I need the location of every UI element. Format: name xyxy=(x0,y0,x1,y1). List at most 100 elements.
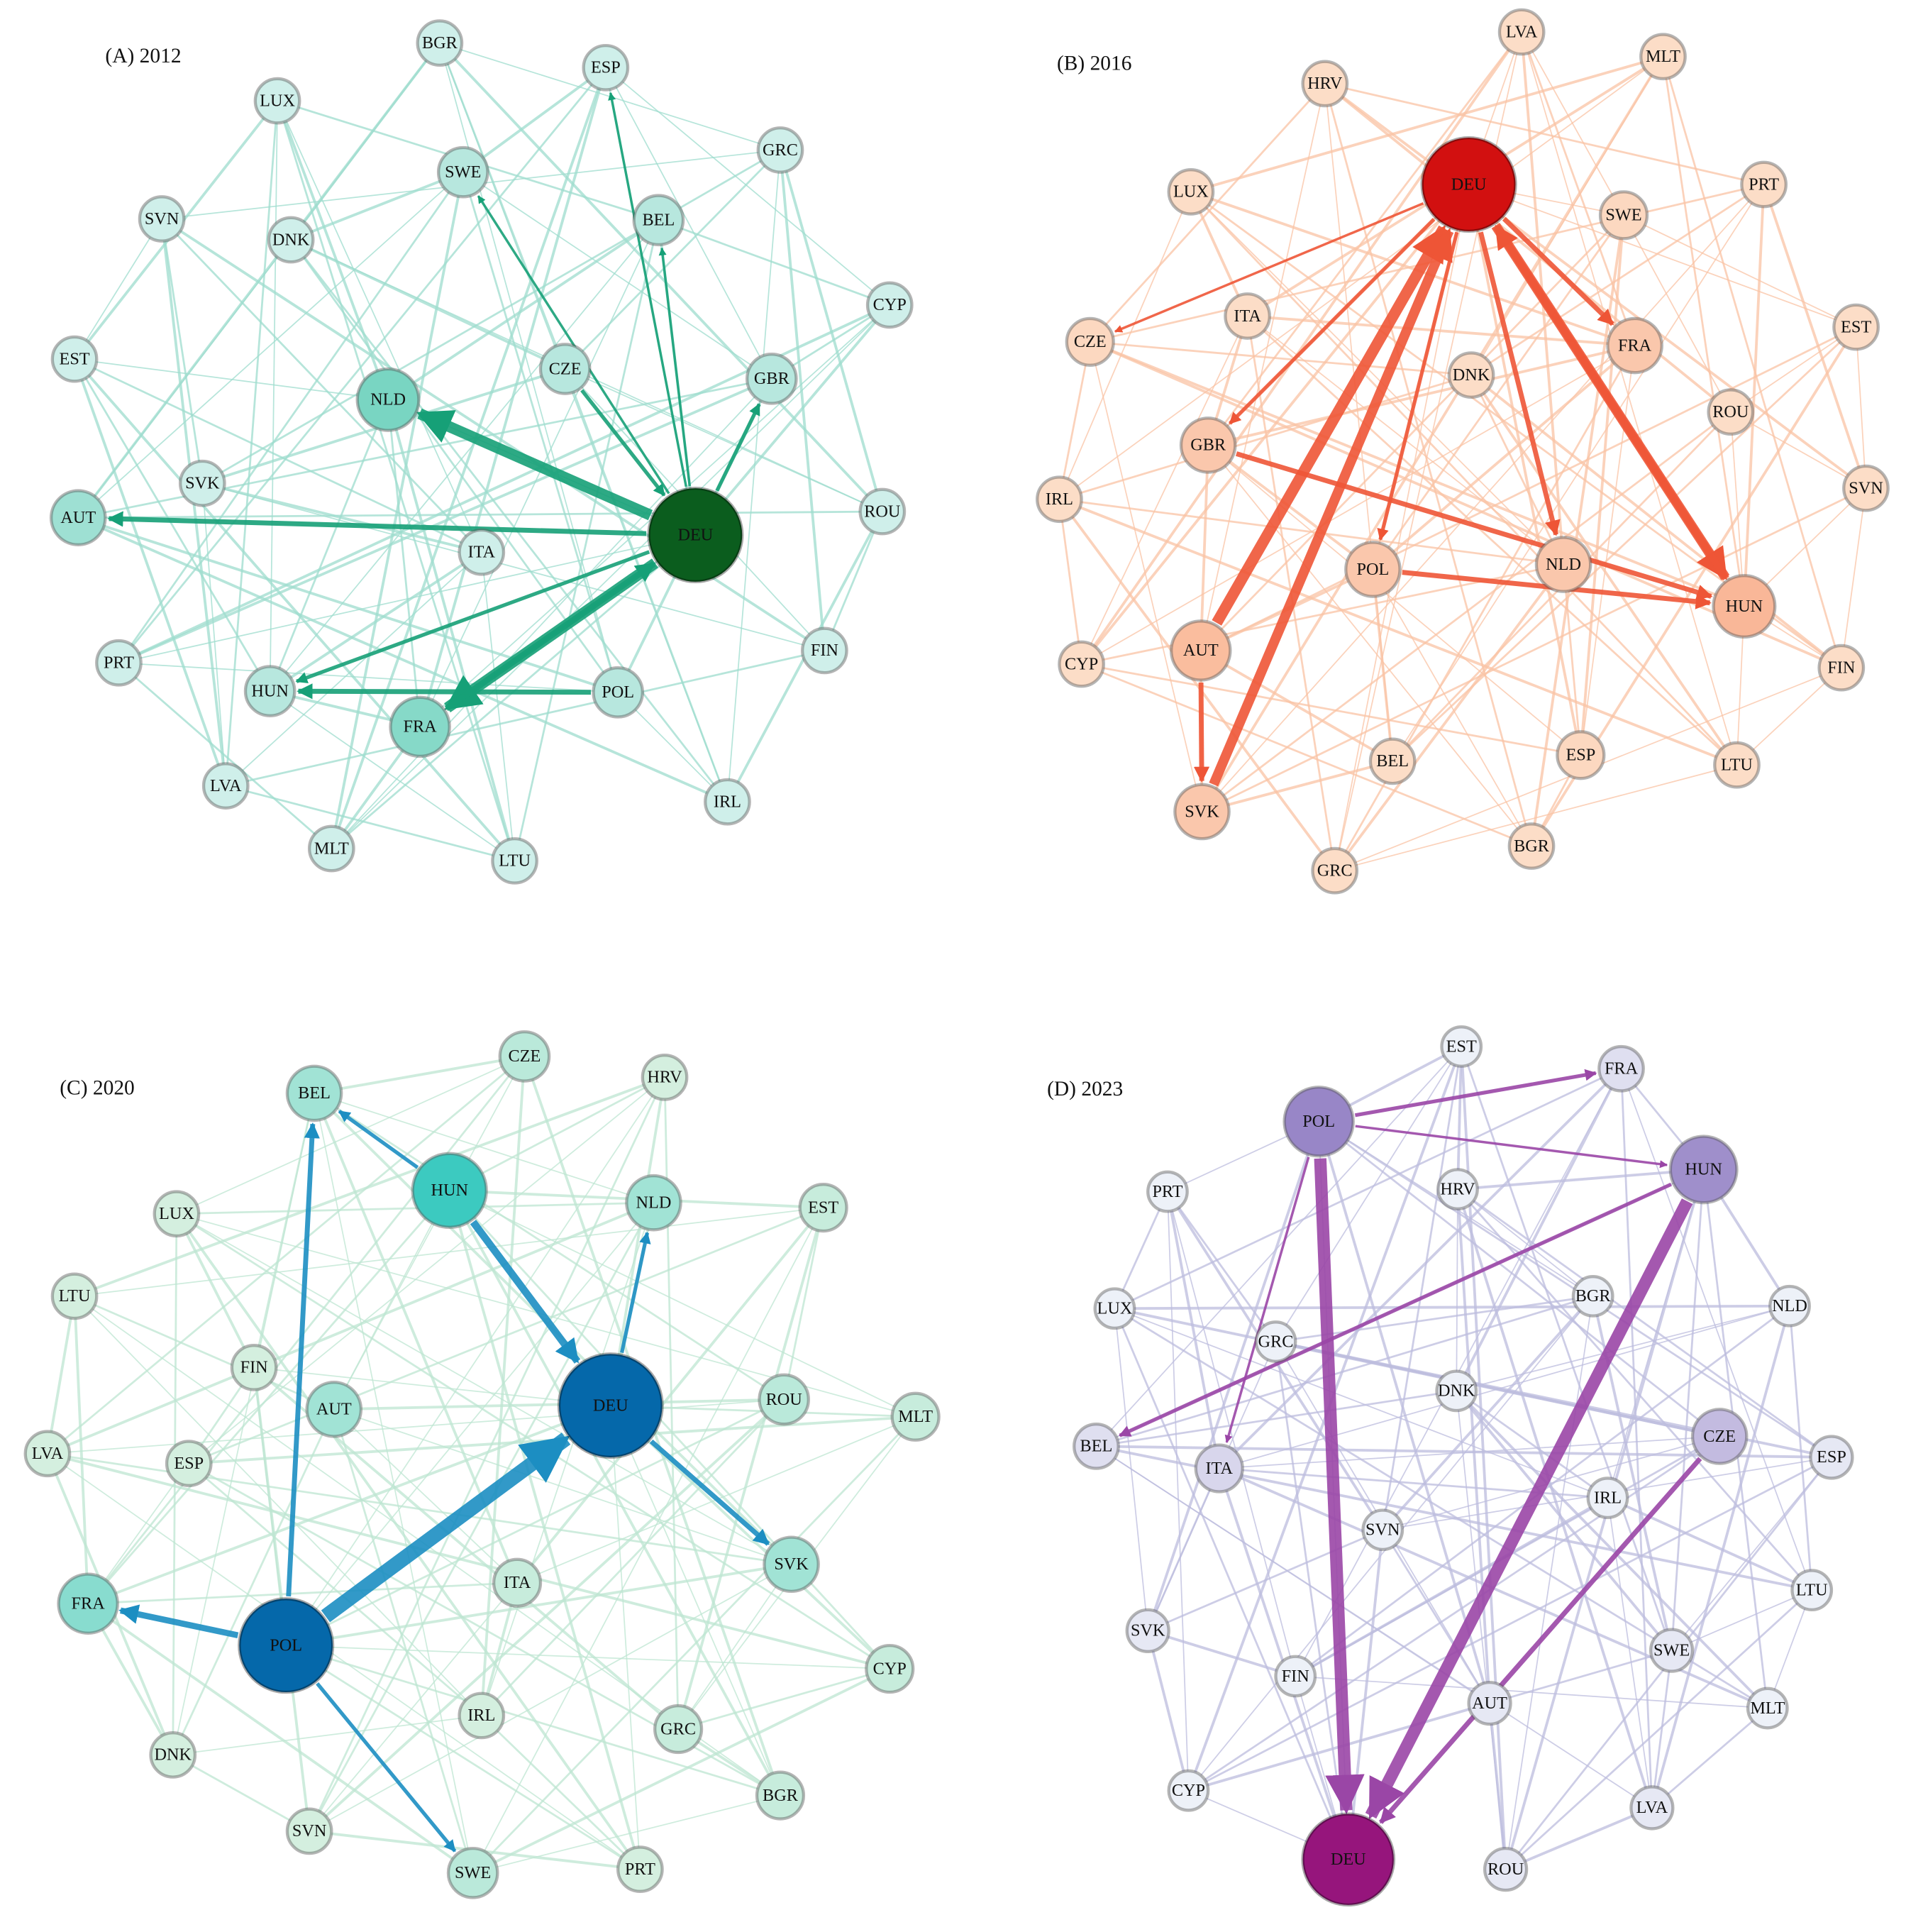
node xyxy=(1768,1284,1811,1327)
node xyxy=(1507,822,1556,870)
edge xyxy=(172,1093,315,1755)
edge xyxy=(1275,1340,1832,1459)
strong-edge xyxy=(416,408,653,521)
node-label: MLT xyxy=(1750,1699,1785,1718)
node-label: SWE xyxy=(1653,1640,1690,1660)
edge xyxy=(1520,31,1636,346)
node-label: SWE xyxy=(455,1863,491,1882)
edge xyxy=(1372,569,1532,846)
edge xyxy=(330,172,465,849)
edge xyxy=(331,378,772,849)
edge xyxy=(290,239,728,802)
edge xyxy=(1334,563,1565,872)
node xyxy=(763,1535,820,1594)
strong-edge xyxy=(118,1604,239,1639)
edge xyxy=(254,1367,611,1407)
node-label: LTU xyxy=(59,1286,91,1306)
node-label: EST xyxy=(60,349,90,368)
edge xyxy=(285,1202,655,1646)
edge xyxy=(1457,1188,1832,1459)
edge xyxy=(1455,1390,1673,1652)
edge xyxy=(175,1213,255,1369)
node-label: PRT xyxy=(1749,175,1779,194)
node xyxy=(1690,1408,1749,1465)
edge xyxy=(1456,1188,1653,1809)
node xyxy=(1707,388,1755,436)
strong-edge xyxy=(286,1122,320,1597)
edge xyxy=(330,67,607,849)
node xyxy=(1746,1687,1789,1730)
edge xyxy=(172,1715,482,1756)
node-label: FRA xyxy=(1605,1059,1639,1078)
node-label: FRA xyxy=(72,1594,106,1613)
strong-edge xyxy=(444,561,656,712)
edge xyxy=(309,1563,792,1832)
strong-edge xyxy=(1377,231,1459,541)
strong-edge xyxy=(1235,451,1713,600)
node xyxy=(149,1731,197,1779)
edge xyxy=(1392,184,1765,762)
edge xyxy=(333,1408,518,1584)
node-label: BGR xyxy=(422,33,458,53)
node xyxy=(201,762,250,810)
edge xyxy=(1114,1191,1169,1309)
node-label: GRC xyxy=(1258,1332,1294,1351)
edge xyxy=(1460,1046,1507,1870)
edge xyxy=(285,1644,641,1870)
node-label: FRA xyxy=(404,717,438,736)
edge xyxy=(472,1794,781,1874)
edge xyxy=(333,1408,474,1874)
node xyxy=(1534,536,1592,593)
node-label: FIN xyxy=(240,1358,268,1377)
edge xyxy=(1114,1304,1790,1310)
node-label: ROU xyxy=(766,1390,802,1409)
node-label: IRL xyxy=(714,792,741,811)
node xyxy=(1790,1569,1834,1612)
node xyxy=(49,489,107,547)
edge xyxy=(1059,498,1564,565)
edge xyxy=(1488,1703,1507,1870)
node xyxy=(1842,464,1890,512)
edge xyxy=(201,149,781,485)
edge xyxy=(269,399,389,692)
edge xyxy=(448,1190,642,1870)
node xyxy=(865,1643,915,1694)
node-label: BGR xyxy=(1575,1286,1612,1306)
edge xyxy=(564,149,781,370)
node-label: MLT xyxy=(314,839,349,858)
edge xyxy=(225,551,482,787)
edge xyxy=(161,218,482,553)
edge xyxy=(285,1562,792,1647)
node xyxy=(1668,1135,1739,1205)
node xyxy=(1639,33,1687,81)
node-label: ESP xyxy=(174,1454,204,1473)
node-label: POL xyxy=(1302,1112,1335,1131)
edge xyxy=(87,1056,526,1605)
edge xyxy=(201,482,482,554)
edge xyxy=(1081,345,1636,665)
node xyxy=(1809,1435,1854,1480)
node xyxy=(491,837,538,885)
node xyxy=(1597,1044,1645,1093)
edge xyxy=(269,551,482,692)
edge xyxy=(462,66,606,174)
node xyxy=(582,43,630,92)
node xyxy=(1146,1170,1189,1213)
edge xyxy=(677,1667,890,1730)
edge xyxy=(308,1202,655,1832)
edge xyxy=(480,1398,785,1716)
edge xyxy=(289,239,619,693)
node xyxy=(641,1053,689,1101)
edge xyxy=(1372,214,1625,570)
edge xyxy=(1218,1067,1622,1469)
node xyxy=(285,1807,333,1855)
node-label: FIN xyxy=(811,641,838,660)
edge xyxy=(333,1056,526,1410)
node xyxy=(492,1557,543,1608)
node-label: ITA xyxy=(468,543,496,562)
edges xyxy=(1095,1045,1833,1871)
edge xyxy=(118,662,619,693)
node xyxy=(1606,316,1663,375)
